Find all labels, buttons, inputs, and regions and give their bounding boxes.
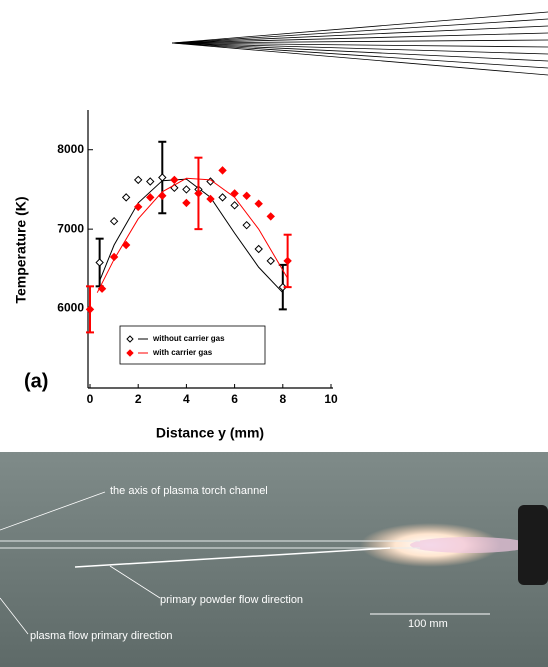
point (133, 175, 143, 185)
fan-line (171, 11, 548, 44)
x-tick-label: 4 (183, 392, 190, 406)
point (254, 199, 263, 208)
point (266, 212, 275, 221)
point (218, 166, 227, 175)
legend-label: without carrier gas (152, 334, 225, 343)
point (121, 193, 131, 202)
point (242, 191, 251, 200)
trend-line (99, 178, 284, 294)
x-tick-label: 0 (87, 392, 94, 406)
fan-line (171, 42, 548, 48)
y-tick-label: 8000 (57, 142, 84, 156)
panel-label: (a) (24, 370, 48, 392)
fan-lines (171, 11, 548, 76)
point (266, 256, 275, 266)
point (133, 202, 143, 212)
x-tick-label: 10 (324, 392, 338, 406)
fan-line (171, 39, 548, 44)
x-tick-label: 2 (135, 392, 142, 406)
point (182, 185, 191, 194)
legend-marker (126, 349, 134, 357)
trend-line (96, 177, 289, 293)
legend-label: with carrier gas (152, 348, 213, 357)
fan-line (171, 42, 548, 76)
photo-label: primary powder flow direction (160, 594, 303, 606)
fan-line (171, 32, 548, 44)
point (146, 177, 155, 186)
point (206, 194, 215, 204)
photo-label: plasma flow primary direction (30, 630, 172, 642)
point (218, 193, 227, 202)
point (146, 193, 155, 202)
point (95, 258, 104, 267)
point (109, 216, 119, 226)
fan-line (171, 42, 548, 69)
x-tick-label: 6 (231, 392, 238, 406)
point (170, 175, 179, 185)
legend-box (119, 325, 266, 365)
fan-line (171, 18, 548, 44)
fan-line (171, 25, 548, 44)
legend: without carrier gas with carrier gas (119, 325, 266, 365)
x-tick-label: 8 (279, 392, 286, 406)
point (242, 220, 251, 230)
point (230, 189, 239, 198)
photo-label: the axis of plasma torch channel (110, 485, 268, 497)
y-tick-label: 7000 (57, 221, 84, 235)
point (278, 282, 288, 292)
point (97, 284, 107, 293)
photo: the axis of plasma torch channel primary… (0, 452, 548, 667)
x-axis-label: Distance y (mm) (156, 425, 264, 441)
fan-line (171, 42, 548, 55)
y-axis-label: Temperature (K) (13, 196, 29, 303)
legend-marker (126, 335, 134, 343)
point (85, 305, 95, 314)
point (230, 201, 239, 210)
point (121, 240, 131, 250)
fan-line (171, 42, 548, 62)
point (158, 173, 167, 182)
point (182, 198, 191, 208)
scale-label: 100 mm (408, 618, 448, 630)
point (283, 256, 292, 266)
point (158, 191, 167, 200)
point (109, 252, 119, 262)
point (254, 244, 263, 254)
point (194, 189, 203, 198)
y-tick-label: 6000 (57, 301, 84, 315)
